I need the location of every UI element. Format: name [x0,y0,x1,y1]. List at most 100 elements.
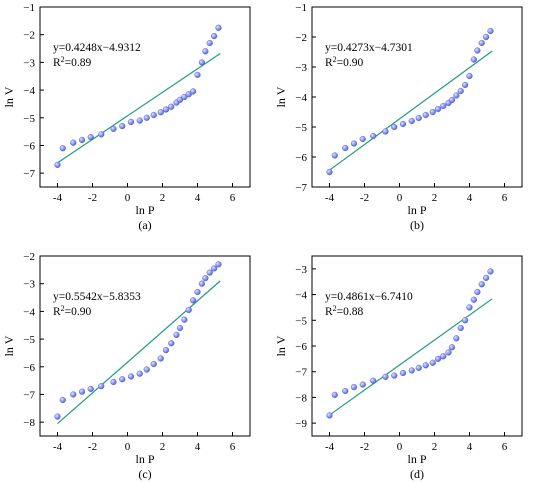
x-axis-label: ln P [407,203,426,217]
plot-frame [311,255,523,437]
x-tick-label: -2 [360,192,369,204]
panel-caption: (c) [138,467,151,481]
data-point [150,111,157,119]
data-point [54,413,61,420]
x-tick-label: -4 [53,441,63,453]
data-point [157,355,164,362]
data-point [70,139,77,146]
data-point [198,280,205,287]
data-point [434,105,442,113]
r-squared: R2=0.88 [325,304,364,319]
y-ticks: −7 −6 −5 −4 −3 −2 −1 [23,2,44,180]
data-point [168,103,175,110]
x-tick-label: -2 [88,192,97,204]
x-tick-label: -4 [325,192,335,204]
data-point [399,120,407,128]
data-point [98,131,105,138]
data-point [429,359,436,366]
fit-line [57,53,221,164]
fit-equation: y=0.5542x−5.8353 [53,291,141,303]
data-point [185,91,192,98]
data-point [359,381,366,388]
data-point [215,24,222,31]
x-tick-label: 0 [397,441,403,453]
y-tick-label: −2 [23,30,35,42]
panel-caption: (a) [138,218,151,232]
x-tick-label: 6 [502,192,508,204]
x-tick-label: 2 [160,441,166,453]
data-point [448,344,456,351]
data-point [342,144,349,152]
x-tick-label: 0 [397,192,403,204]
y-tick-label: −6 [23,140,35,152]
r-squared: R2=0.90 [325,55,364,70]
data-point [483,33,490,41]
data-point [127,373,135,380]
data-point [448,96,456,104]
y-tick-label: −6 [295,152,307,164]
data-point [136,370,143,377]
data-point [190,88,197,95]
x-tick-label: -2 [88,441,97,453]
x-axis-label: ln P [135,203,154,217]
data-point [445,349,452,356]
data-point [331,152,338,159]
data-points [54,24,222,168]
data-point [206,269,213,276]
panel-a: -4 -2 0 2 4 6 −7 −6 −5 −4 −3 −2 −1 y=0.4248x−4.9312… [2,2,251,232]
y-tick-label: −3 [23,57,35,69]
data-point [457,324,464,332]
data-point [487,27,494,35]
data-point [399,369,407,377]
data-points [326,268,494,419]
data-point [162,106,170,113]
x-tick-label: 2 [432,441,438,453]
data-point [211,32,218,40]
y-tick-label: −7 [23,389,35,401]
data-point [466,304,473,311]
data-point [215,261,222,268]
data-point [422,362,429,369]
data-point [342,387,349,395]
y-tick-label: −4 [23,306,35,318]
data-point [462,317,469,324]
data-point [87,385,94,393]
x-tick-label: 4 [195,441,201,453]
data-point [453,92,460,99]
data-point [478,281,485,288]
y-tick-label: −7 [295,367,307,379]
panel-c: -4 -2 0 2 4 6 −8 −7 −6 −5 −4 −3 −2 y=0.5542x−5.8353… [2,251,251,481]
x-tick-label: -2 [360,441,369,453]
y-tick-label: −6 [295,341,307,353]
panel-d: -4 -2 0 2 4 6 −9 −8 −7 −6 −5 −4 −3 y=0.4861x−6.7410… [274,255,523,481]
y-tick-label: −5 [295,122,307,134]
data-point [59,396,66,404]
data-point [331,391,338,398]
data-point [487,268,494,275]
x-ticks: -4 -2 0 2 4 6 [325,183,508,204]
data-point [127,118,135,126]
y-tick-label: −4 [295,290,307,302]
data-point [54,161,61,168]
y-axis-label: ln V [274,86,288,107]
data-point [453,335,460,342]
data-point [370,132,377,140]
data-point [162,347,170,354]
data-point [350,140,358,147]
y-tick-label: −5 [295,315,307,327]
data-point [326,412,333,419]
y-tick-label: −5 [23,334,35,346]
data-point [70,391,77,398]
fit-line [57,280,221,425]
data-point [483,274,490,281]
x-tick-label: 4 [195,192,201,204]
data-point [370,377,377,384]
data-point [59,145,66,152]
y-tick-label: −3 [295,264,307,276]
data-points [54,261,222,420]
data-point [474,288,481,296]
y-tick-label: −2 [23,251,35,263]
x-tick-label: 2 [432,192,438,204]
y-tick-label: −8 [23,417,35,429]
y-axis-label: ln V [274,335,288,356]
